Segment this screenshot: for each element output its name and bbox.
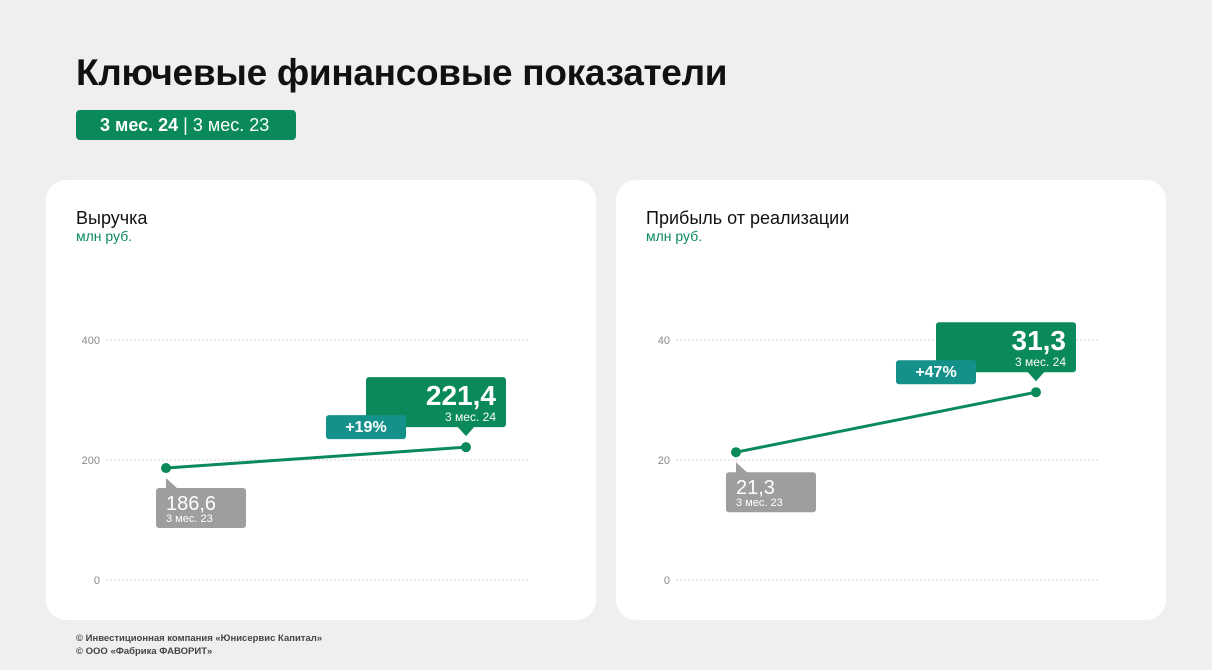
y-tick-label: 0 [664,575,670,587]
change-percent-label: +47% [915,364,956,381]
footer-copyright-1: © Инвестиционная компания «Юнисервис Кап… [76,633,323,644]
current-value-label: 221,4 [426,380,496,411]
revenue-chart: 0 200 400 186,63 мес. 23 221,43 мес. 24 +19% [82,335,528,587]
change-percent-label: +19% [345,419,386,436]
previous-value-label: 186,6 [166,493,216,515]
current-value-callout [936,322,1076,373]
period-current: 3 мес. 24 [100,115,179,135]
previous-value-label: 21,3 [736,477,775,499]
change-badge [326,415,406,440]
y-tick-label: 20 [658,455,670,467]
data-point-current [1031,387,1041,398]
y-tick-label: 40 [658,335,670,347]
revenue-card: Выручка млн руб. 0 200 400 186,6 3 мес. 23 22… [46,180,596,620]
current-value-label: 31,3 [1012,325,1067,356]
current-callout-pointer [457,426,475,437]
profit-chart-unit: млн руб. [646,228,703,244]
previous-callout-pointer [736,462,748,474]
data-point-current [461,442,471,453]
previous-value-callout [156,488,246,529]
previous-value-callout [726,472,816,513]
footer-copyright-2: © ООО «Фабрика ФАВОРИТ» [76,646,213,657]
page-title: Ключевые финансовые показатели [76,52,728,93]
revenue-chart-title: Выручка [76,208,148,228]
previous-callout-pointer [166,478,178,490]
y-tick-label: 0 [94,575,100,587]
period-separator: | [178,115,193,135]
current-period-label: 3 мес. 24 [1015,355,1066,369]
profit-chart-title: Прибыль от реализации [646,208,850,228]
y-tick-label: 200 [82,455,100,467]
change-badge [896,360,976,385]
previous-period-label: 3 мес. 23 [736,497,783,509]
profit-card: Прибыль от реализации млн руб. 0 20 40 21,3… [616,180,1166,620]
series-line [164,445,468,470]
current-value-callout [366,377,506,428]
current-period-label: 3 мес. 24 [445,410,496,424]
revenue-chart-unit: млн руб. [76,228,133,244]
y-tick-label: 400 [82,335,100,347]
data-point-previous [731,447,741,458]
period-previous: 3 мес. 23 [192,115,270,135]
period-badge[interactable]: 3 мес. 24 | 3 мес. 23 [76,110,296,140]
current-callout-pointer [1027,371,1045,382]
data-point-previous [161,463,171,474]
previous-period-label: 3 мес. 23 [166,513,213,525]
profit-chart: 0 20 40 21,33 мес. 23 31,33 мес. 24 +47% [658,322,1098,587]
series-line [734,390,1038,454]
